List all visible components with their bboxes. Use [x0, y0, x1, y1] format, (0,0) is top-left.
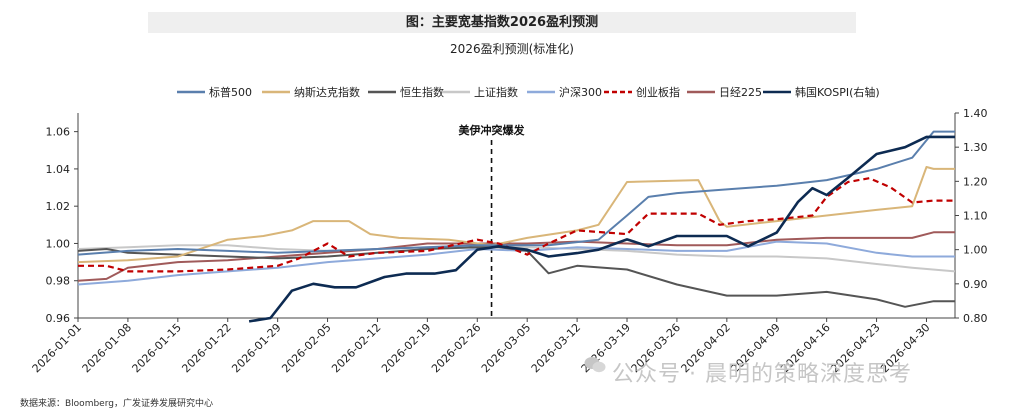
x-tick-label: 2026-03-12	[529, 321, 583, 375]
legend-label-chinext: 创业板指	[636, 85, 680, 99]
event-marker: 美伊冲突爆发	[459, 123, 526, 318]
y-right-tick-label: 1.10	[963, 210, 988, 223]
legend-label-nikkei: 日经225	[719, 86, 762, 99]
x-tick-label: 2026-02-12	[329, 321, 383, 375]
series-line-nasdaq	[77, 166, 955, 264]
series-line-kospi	[248, 135, 955, 323]
legend-label-sse: 上证指数	[474, 85, 518, 99]
chart-subtitle: 2026盈利预测(标准化)	[450, 42, 574, 56]
chart-title: 图：主要宽基指数2026盈利预测	[148, 12, 856, 33]
x-tick-label: 2026-01-08	[80, 321, 134, 375]
data-source-note: 数据来源：Bloomberg，广发证券发展研究中心	[20, 399, 213, 409]
x-tick-label: 2026-03-05	[479, 321, 533, 375]
y-right-tick-label: 1.30	[963, 141, 988, 154]
series-line-hsi	[77, 246, 955, 308]
watermark-text: 公众号 · 晨明的策略深度思考	[612, 362, 912, 387]
x-tick-label: 2026-01-01	[30, 321, 84, 375]
series-line-nikkei	[77, 231, 955, 282]
y-left-tick-label: 0.98	[46, 275, 71, 288]
watermark: 公众号 · 晨明的策略深度思考	[584, 356, 912, 388]
series-lines	[77, 130, 956, 323]
y-right-tick-label: 0.80	[963, 312, 988, 325]
series-line-sse	[77, 244, 956, 273]
y-left-tick-label: 1.02	[46, 200, 71, 213]
y-left-tick-label: 1.06	[46, 126, 71, 139]
x-tick-label: 2026-01-22	[179, 321, 233, 375]
y-right-tick-label: 1.20	[963, 175, 988, 188]
y-left-tick-label: 1.00	[46, 237, 71, 250]
chart-legend: 标普500 纳斯达克指数 恒生指数 上证指数 沪深300 创业板指 日经225 韩国KOSPI…	[177, 85, 880, 99]
x-tick-label: 2026-02-05	[279, 321, 333, 375]
x-tick-label: 2026-02-19	[379, 321, 433, 375]
y-left-tick-label: 1.04	[46, 163, 71, 176]
event-label: 美伊冲突爆发	[459, 123, 526, 137]
legend-label-kospi: 韩国KOSPI(右轴)	[795, 85, 880, 99]
y-left-tick-label: 0.96	[46, 312, 71, 325]
y-right-tick-label: 1.40	[963, 107, 988, 120]
x-tick-label: 2026-02-26	[429, 321, 483, 375]
y-right-tick-label: 0.90	[963, 278, 988, 291]
legend-label-nasdaq: 纳斯达克指数	[294, 85, 360, 99]
y-right-tick-label: 1.00	[963, 244, 988, 257]
x-tick-label: 2026-01-29	[229, 321, 283, 375]
legend-label-hsi: 恒生指数	[400, 85, 444, 99]
series-line-chinext	[78, 177, 955, 273]
wechat-icon	[584, 357, 606, 383]
legend-label-sp500: 标普500	[209, 85, 252, 99]
legend-label-csi300: 沪深300	[559, 85, 602, 99]
x-tick-label: 2026-01-15	[130, 321, 184, 375]
